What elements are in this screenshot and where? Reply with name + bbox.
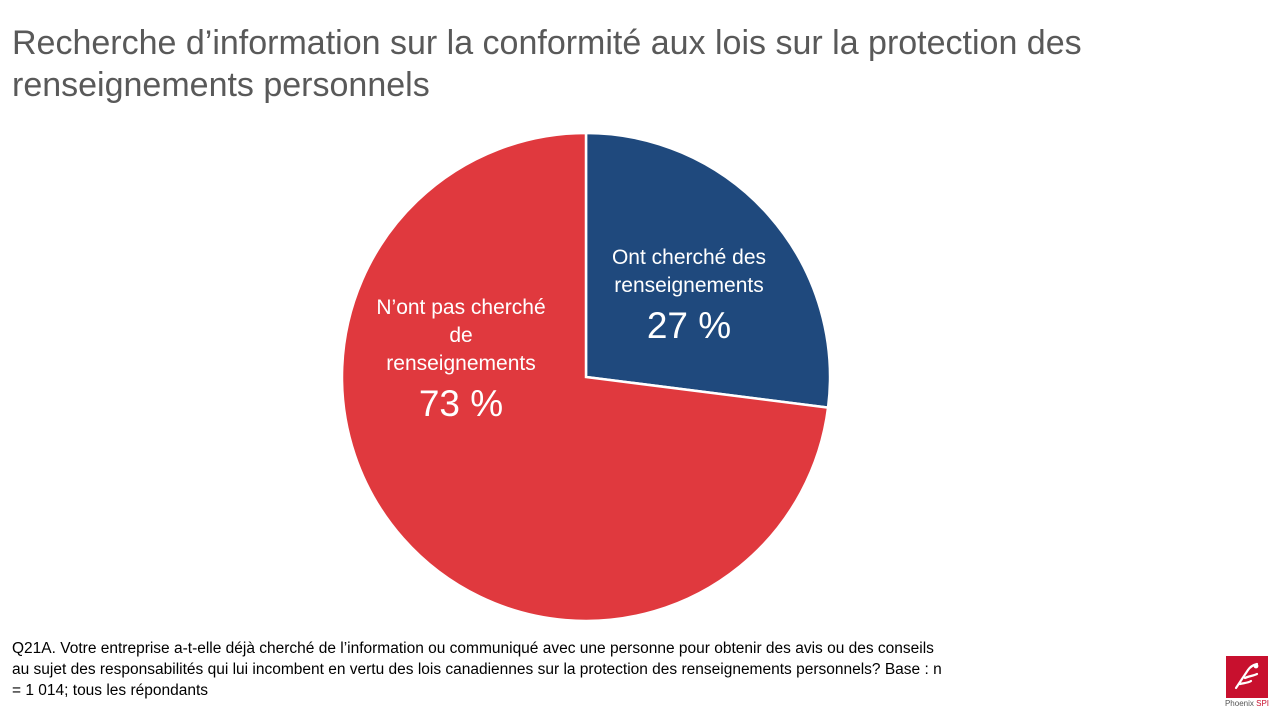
pie-labels: Ont cherché des renseignements 27 % N’ont p… bbox=[376, 246, 766, 424]
pie-slices bbox=[340, 131, 832, 623]
slice-2-label-line-1: N’ont pas cherché bbox=[376, 296, 545, 319]
slice-2-value-label: 73 % bbox=[419, 383, 503, 424]
slice-2-label-line-3: renseignements bbox=[386, 352, 535, 375]
logo-name: Phoenix bbox=[1224, 699, 1254, 708]
phoenix-logo-icon bbox=[1226, 656, 1268, 698]
logo-suffix: SPI bbox=[1256, 699, 1270, 708]
slice-1-label-line-1: Ont cherché des bbox=[612, 246, 766, 269]
pie-slice-1 bbox=[584, 131, 832, 409]
slice-1-label-line-2: renseignements bbox=[614, 274, 763, 297]
slice-1-value-label: 27 % bbox=[647, 305, 731, 346]
chart-title: Recherche d’information sur la conformit… bbox=[12, 24, 1082, 104]
slice-2-label-line-2: de bbox=[449, 324, 472, 347]
logo-wordmark: Phoenix SPI bbox=[1222, 699, 1272, 709]
pie-slice-2 bbox=[340, 131, 830, 623]
phoenix-spi-logo: Phoenix SPI bbox=[1222, 656, 1272, 712]
question-footnote: Q21A. Votre entreprise a-t-elle déjà che… bbox=[12, 640, 942, 699]
